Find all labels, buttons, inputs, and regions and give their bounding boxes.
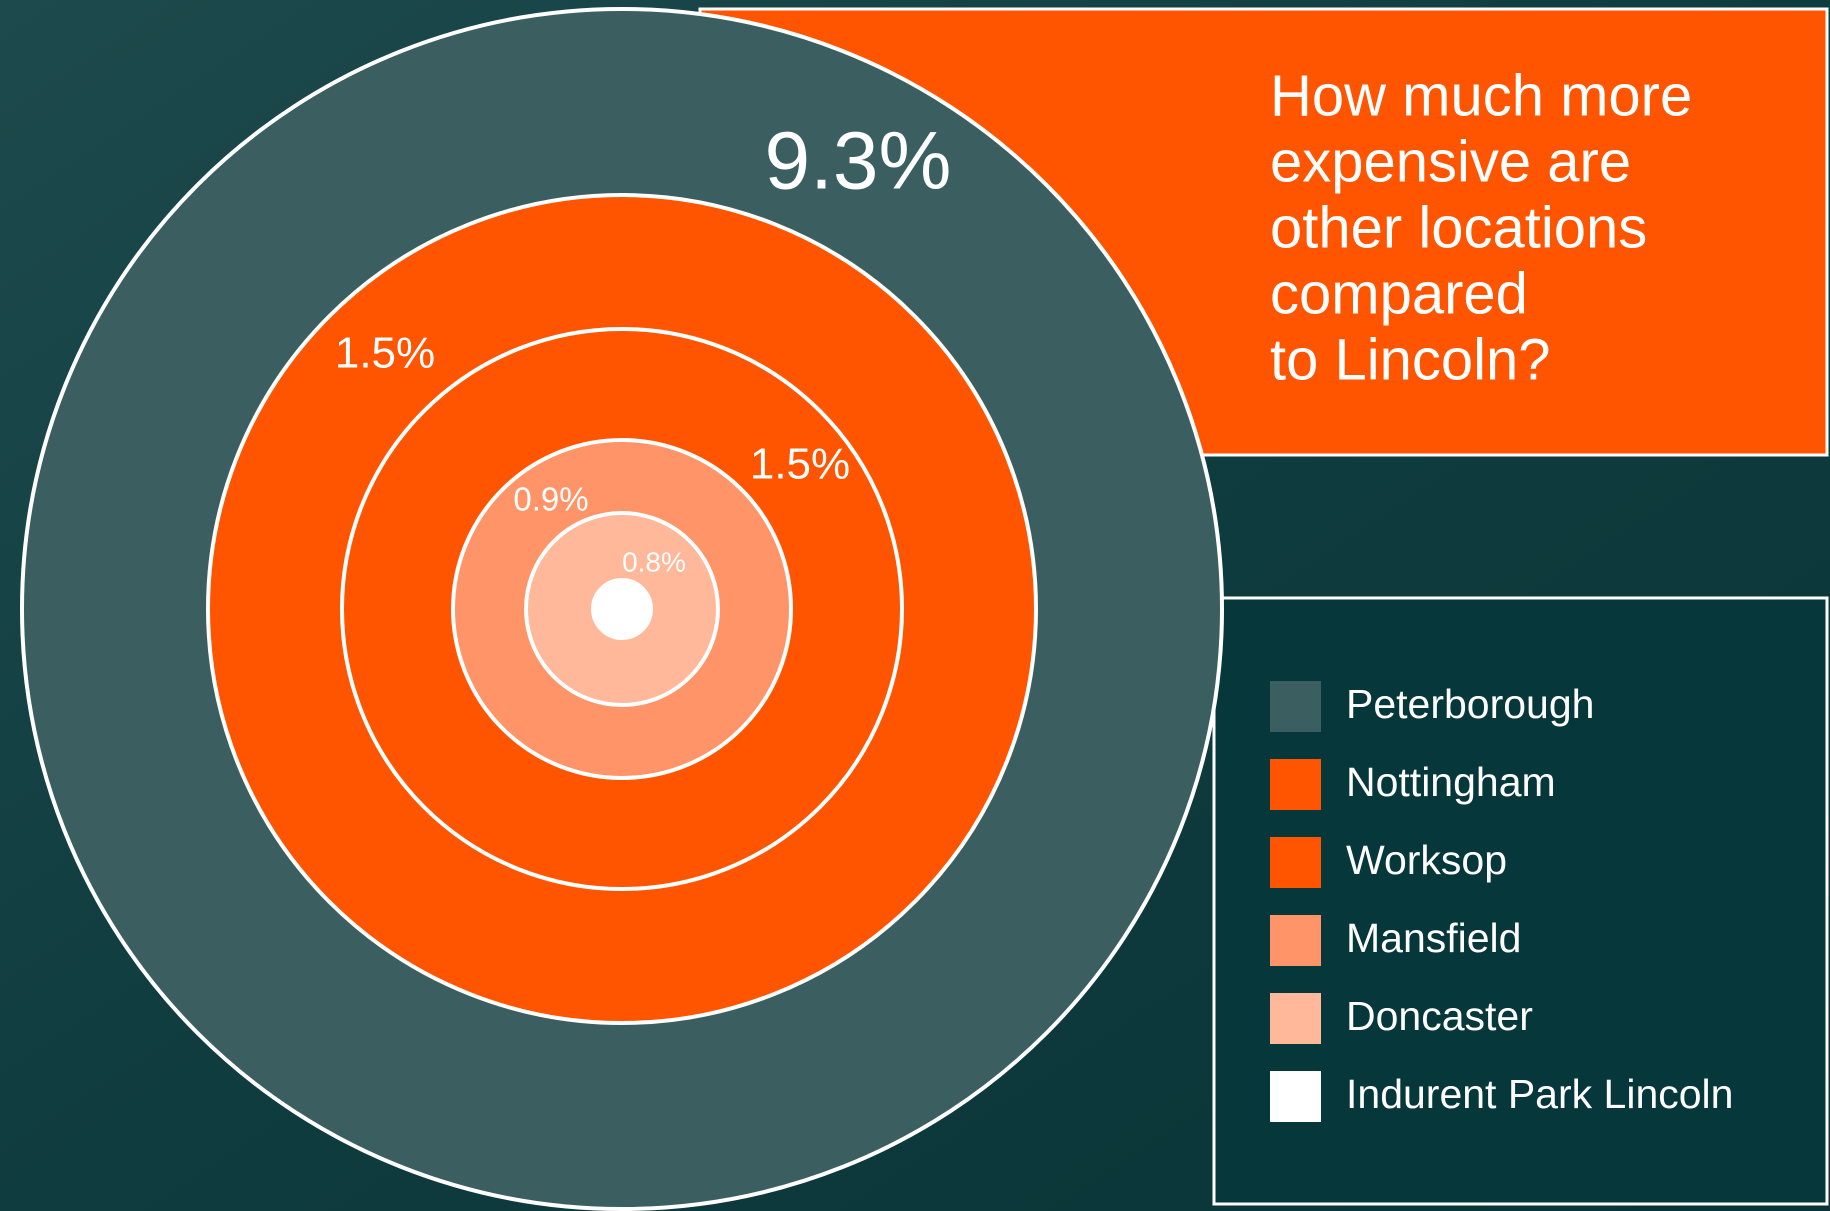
legend-swatch [1270,1071,1321,1122]
value-label: 9.3% [765,116,952,207]
title-line: to Lincoln? [1270,327,1551,392]
rings: 9.3% 1.5% 1.5% 0.9% 0.8% [20,7,1224,1211]
legend-label: Indurent Park Lincoln [1346,1071,1733,1117]
legend: Peterborough Nottingham Worksop Mansfield Do… [1270,681,1733,1122]
value-label: 0.9% [513,481,588,518]
legend-label: Nottingham [1346,759,1556,805]
center-dot [591,578,653,640]
legend-label: Mansfield [1346,915,1521,961]
value-label: 1.5% [335,329,435,378]
title-line: compared [1270,261,1528,326]
legend-label: Worksop [1346,837,1507,883]
legend-label: Doncaster [1346,993,1533,1039]
legend-label: Peterborough [1346,681,1594,727]
title-line: other locations [1270,195,1647,260]
title-line: How much more [1270,63,1692,128]
value-label: 1.5% [750,440,850,489]
legend-swatch [1270,993,1321,1044]
legend-swatch [1270,759,1321,810]
value-label: 0.8% [622,546,686,577]
legend-swatch [1270,681,1321,732]
legend-swatch [1270,915,1321,966]
title-line: expensive are [1270,129,1631,194]
legend-swatch [1270,837,1321,888]
